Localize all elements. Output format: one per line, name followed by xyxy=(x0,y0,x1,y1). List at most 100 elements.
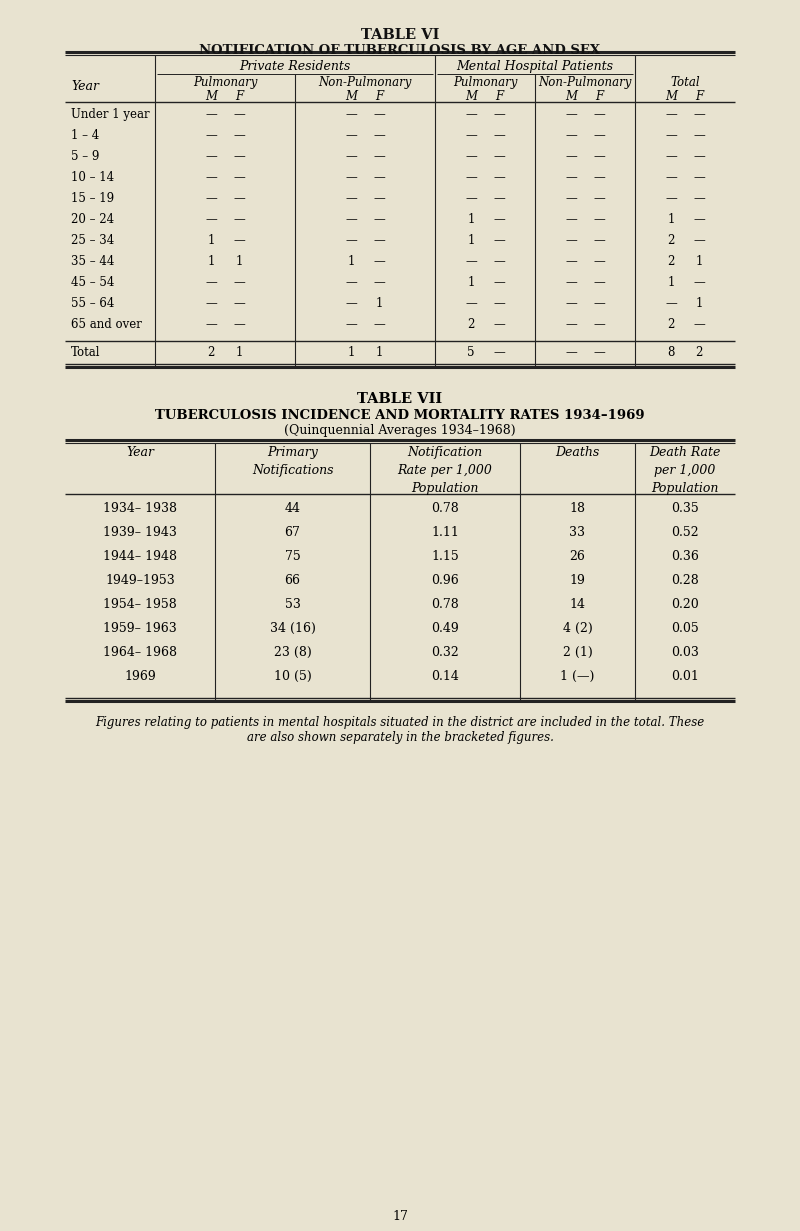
Text: 1.15: 1.15 xyxy=(431,550,459,563)
Text: Year: Year xyxy=(71,80,99,94)
Text: 66: 66 xyxy=(285,574,301,587)
Text: —: — xyxy=(593,255,605,268)
Text: —: — xyxy=(373,234,385,247)
Text: —: — xyxy=(345,276,357,289)
Text: Pulmonary: Pulmonary xyxy=(193,76,257,89)
Text: 1: 1 xyxy=(467,276,474,289)
Text: —: — xyxy=(565,234,577,247)
Text: (Quinquennial Averages 1934–1968): (Quinquennial Averages 1934–1968) xyxy=(284,423,516,437)
Text: 44: 44 xyxy=(285,502,301,515)
Text: —: — xyxy=(693,234,705,247)
Text: Under 1 year: Under 1 year xyxy=(71,108,150,121)
Text: —: — xyxy=(233,150,245,162)
Text: —: — xyxy=(593,297,605,310)
Text: TUBERCULOSIS INCIDENCE AND MORTALITY RATES 1934–1969: TUBERCULOSIS INCIDENCE AND MORTALITY RAT… xyxy=(155,409,645,422)
Text: 25 – 34: 25 – 34 xyxy=(71,234,114,247)
Text: 10 – 14: 10 – 14 xyxy=(71,171,114,183)
Text: F: F xyxy=(595,90,603,103)
Text: Mental Hospital Patients: Mental Hospital Patients xyxy=(457,60,614,73)
Text: 2: 2 xyxy=(207,346,214,359)
Text: 1959– 1963: 1959– 1963 xyxy=(103,622,177,635)
Text: 1944– 1948: 1944– 1948 xyxy=(103,550,177,563)
Text: —: — xyxy=(205,213,217,227)
Text: —: — xyxy=(665,192,677,206)
Text: —: — xyxy=(373,150,385,162)
Text: —: — xyxy=(465,255,477,268)
Text: 2 (1): 2 (1) xyxy=(562,646,592,659)
Text: 20 – 24: 20 – 24 xyxy=(71,213,114,227)
Text: Non-Pulmonary: Non-Pulmonary xyxy=(538,76,632,89)
Text: 0.20: 0.20 xyxy=(671,598,699,611)
Text: —: — xyxy=(593,150,605,162)
Text: —: — xyxy=(205,192,217,206)
Text: 0.35: 0.35 xyxy=(671,502,699,515)
Text: TABLE VI: TABLE VI xyxy=(361,28,439,42)
Text: —: — xyxy=(465,297,477,310)
Text: —: — xyxy=(465,150,477,162)
Text: —: — xyxy=(345,213,357,227)
Text: —: — xyxy=(565,255,577,268)
Text: 8: 8 xyxy=(667,346,674,359)
Text: 1: 1 xyxy=(695,297,702,310)
Text: —: — xyxy=(593,276,605,289)
Text: —: — xyxy=(493,192,505,206)
Text: —: — xyxy=(693,129,705,142)
Text: —: — xyxy=(665,129,677,142)
Text: 17: 17 xyxy=(392,1210,408,1224)
Text: —: — xyxy=(493,129,505,142)
Text: TABLE VII: TABLE VII xyxy=(358,391,442,406)
Text: —: — xyxy=(373,276,385,289)
Text: —: — xyxy=(345,129,357,142)
Text: —: — xyxy=(565,276,577,289)
Text: —: — xyxy=(593,192,605,206)
Text: 2: 2 xyxy=(467,318,474,331)
Text: Total: Total xyxy=(670,76,700,89)
Text: 1: 1 xyxy=(375,346,382,359)
Text: —: — xyxy=(593,108,605,121)
Text: 19: 19 xyxy=(570,574,586,587)
Text: 0.32: 0.32 xyxy=(431,646,459,659)
Text: Notification
Rate per 1,000
Population: Notification Rate per 1,000 Population xyxy=(398,446,493,495)
Text: 10 (5): 10 (5) xyxy=(274,670,311,683)
Text: 1: 1 xyxy=(347,255,354,268)
Text: Private Residents: Private Residents xyxy=(239,60,350,73)
Text: 1: 1 xyxy=(667,276,674,289)
Text: —: — xyxy=(665,297,677,310)
Text: —: — xyxy=(345,234,357,247)
Text: 0.14: 0.14 xyxy=(431,670,459,683)
Text: —: — xyxy=(693,318,705,331)
Text: —: — xyxy=(665,171,677,183)
Text: —: — xyxy=(693,108,705,121)
Text: 2: 2 xyxy=(667,255,674,268)
Text: —: — xyxy=(373,192,385,206)
Text: —: — xyxy=(345,171,357,183)
Text: —: — xyxy=(233,171,245,183)
Text: F: F xyxy=(375,90,383,103)
Text: 18: 18 xyxy=(570,502,586,515)
Text: —: — xyxy=(565,297,577,310)
Text: 0.52: 0.52 xyxy=(671,526,699,539)
Text: 34 (16): 34 (16) xyxy=(270,622,315,635)
Text: —: — xyxy=(373,255,385,268)
Text: 1: 1 xyxy=(207,234,214,247)
Text: —: — xyxy=(593,318,605,331)
Text: —: — xyxy=(465,192,477,206)
Text: —: — xyxy=(593,171,605,183)
Text: —: — xyxy=(233,276,245,289)
Text: are also shown separately in the bracketed figures.: are also shown separately in the bracket… xyxy=(246,731,554,744)
Text: 26: 26 xyxy=(570,550,586,563)
Text: 67: 67 xyxy=(285,526,301,539)
Text: —: — xyxy=(493,108,505,121)
Text: —: — xyxy=(493,346,505,359)
Text: 0.49: 0.49 xyxy=(431,622,459,635)
Text: —: — xyxy=(565,171,577,183)
Text: —: — xyxy=(205,171,217,183)
Text: —: — xyxy=(465,108,477,121)
Text: —: — xyxy=(373,108,385,121)
Text: —: — xyxy=(565,346,577,359)
Text: 2: 2 xyxy=(667,234,674,247)
Text: 55 – 64: 55 – 64 xyxy=(71,297,114,310)
Text: —: — xyxy=(565,318,577,331)
Text: 0.96: 0.96 xyxy=(431,574,459,587)
Text: 0.28: 0.28 xyxy=(671,574,699,587)
